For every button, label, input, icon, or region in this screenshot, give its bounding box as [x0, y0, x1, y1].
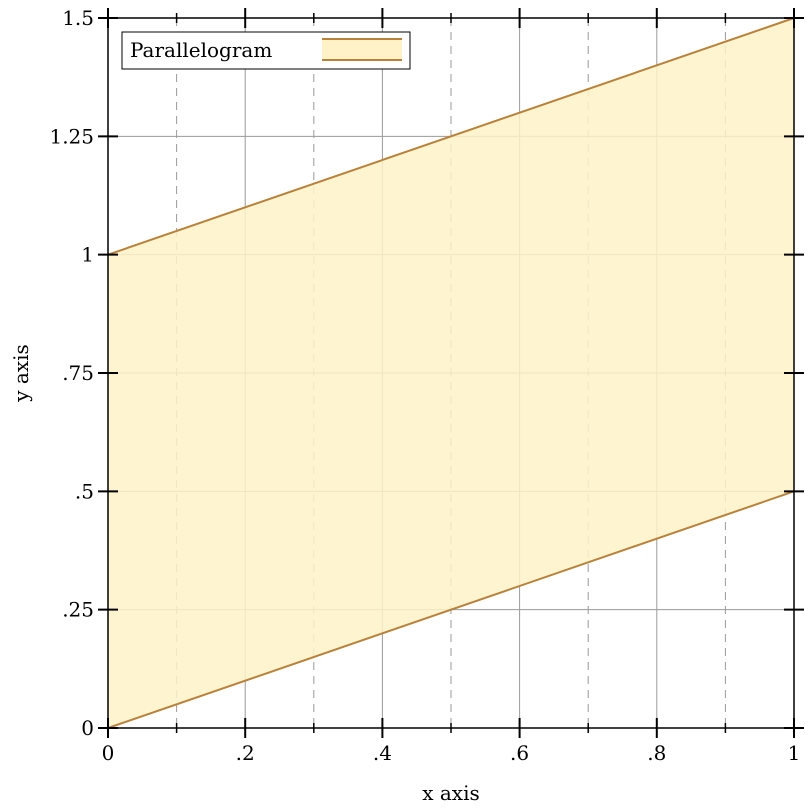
legend-label: Parallelogram	[130, 38, 272, 62]
y-tick-label: .5	[75, 479, 94, 503]
upper-boundary-line	[107, 17, 795, 256]
axis-ticks	[98, 8, 804, 738]
y-tick-label: 0	[81, 716, 94, 740]
y-tick-label: 1.5	[62, 6, 94, 30]
y-tick-label: .75	[62, 361, 94, 385]
lower-boundary-line	[107, 490, 795, 729]
x-tick-label: .4	[373, 741, 392, 765]
y-tick-label: 1.25	[49, 124, 94, 148]
x-tick-label: .6	[510, 741, 529, 765]
y-axis-title: y axis	[9, 344, 33, 403]
y-tick-label: 1	[81, 243, 94, 267]
tick-labels: 0 .2 .4 .6 .8 1 0 .25 .5 .75 1 1.25 1.5	[49, 6, 800, 765]
x-tick-label: .2	[236, 741, 255, 765]
legend-swatch	[322, 39, 402, 60]
x-tick-label: 1	[788, 741, 801, 765]
x-tick-label: 0	[102, 741, 115, 765]
plot-area	[107, 17, 795, 729]
x-axis-title: x axis	[422, 781, 480, 805]
y-tick-label: .25	[62, 598, 94, 622]
legend: Parallelogram	[121, 31, 411, 70]
x-tick-label: .8	[647, 741, 666, 765]
